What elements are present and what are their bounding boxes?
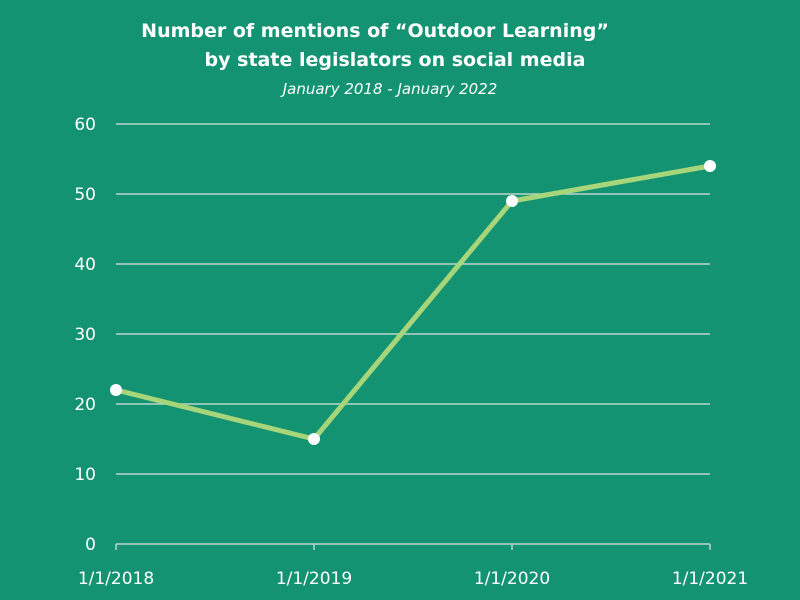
y-tick-label: 40	[74, 255, 96, 275]
y-tick-label: 0	[85, 535, 96, 555]
y-tick-label: 50	[74, 185, 96, 205]
x-tick-label: 1/1/2021	[672, 569, 748, 589]
y-tick-label: 30	[74, 325, 96, 345]
chart-title-line1: Number of mentions of “Outdoor Learning”	[141, 20, 609, 42]
data-point	[110, 384, 122, 396]
y-tick-label: 20	[74, 395, 96, 415]
series-line	[115, 163, 711, 442]
chart-title-line2: by state legislators on social media	[204, 49, 586, 71]
x-tick-label: 1/1/2018	[78, 569, 154, 589]
data-point	[308, 433, 320, 445]
x-tick-label: 1/1/2019	[276, 569, 352, 589]
y-tick-label: 60	[74, 115, 96, 135]
y-tick-label: 10	[74, 465, 96, 485]
data-point	[506, 195, 518, 207]
chart-subtitle: January 2018 - January 2022	[282, 80, 498, 98]
data-point	[704, 160, 716, 172]
x-tick-label: 1/1/2020	[474, 569, 550, 589]
